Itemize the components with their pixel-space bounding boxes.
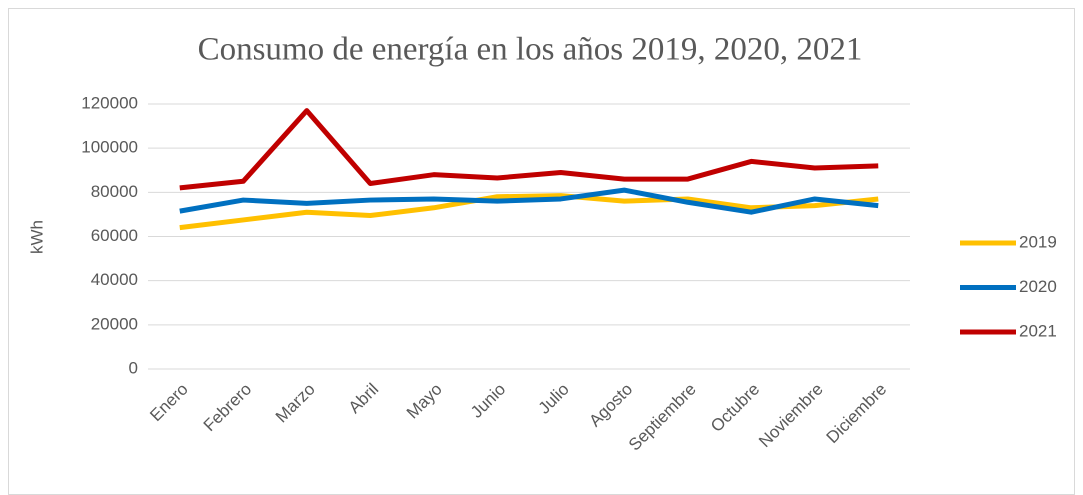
line-series (179, 187, 879, 215)
y-tick-label: 100000 (81, 138, 138, 157)
y-axis-label: kWh (27, 220, 46, 254)
chart-frame (8, 8, 1075, 495)
legend-label: 2019 (1019, 232, 1057, 251)
line-series (179, 108, 879, 191)
y-tick-label: 60000 (91, 226, 138, 245)
y-tick-label: 120000 (81, 93, 138, 112)
y-tick-label: 0 (129, 358, 138, 377)
chart-title: Consumo de energía en los años 2019, 202… (198, 32, 863, 68)
legend-label: 2021 (1019, 321, 1057, 340)
y-tick-label: 40000 (91, 270, 138, 289)
line-series (179, 193, 879, 231)
legend-label: 2020 (1019, 277, 1057, 296)
y-tick-label: 80000 (91, 182, 138, 201)
y-tick-label: 20000 (91, 314, 138, 333)
